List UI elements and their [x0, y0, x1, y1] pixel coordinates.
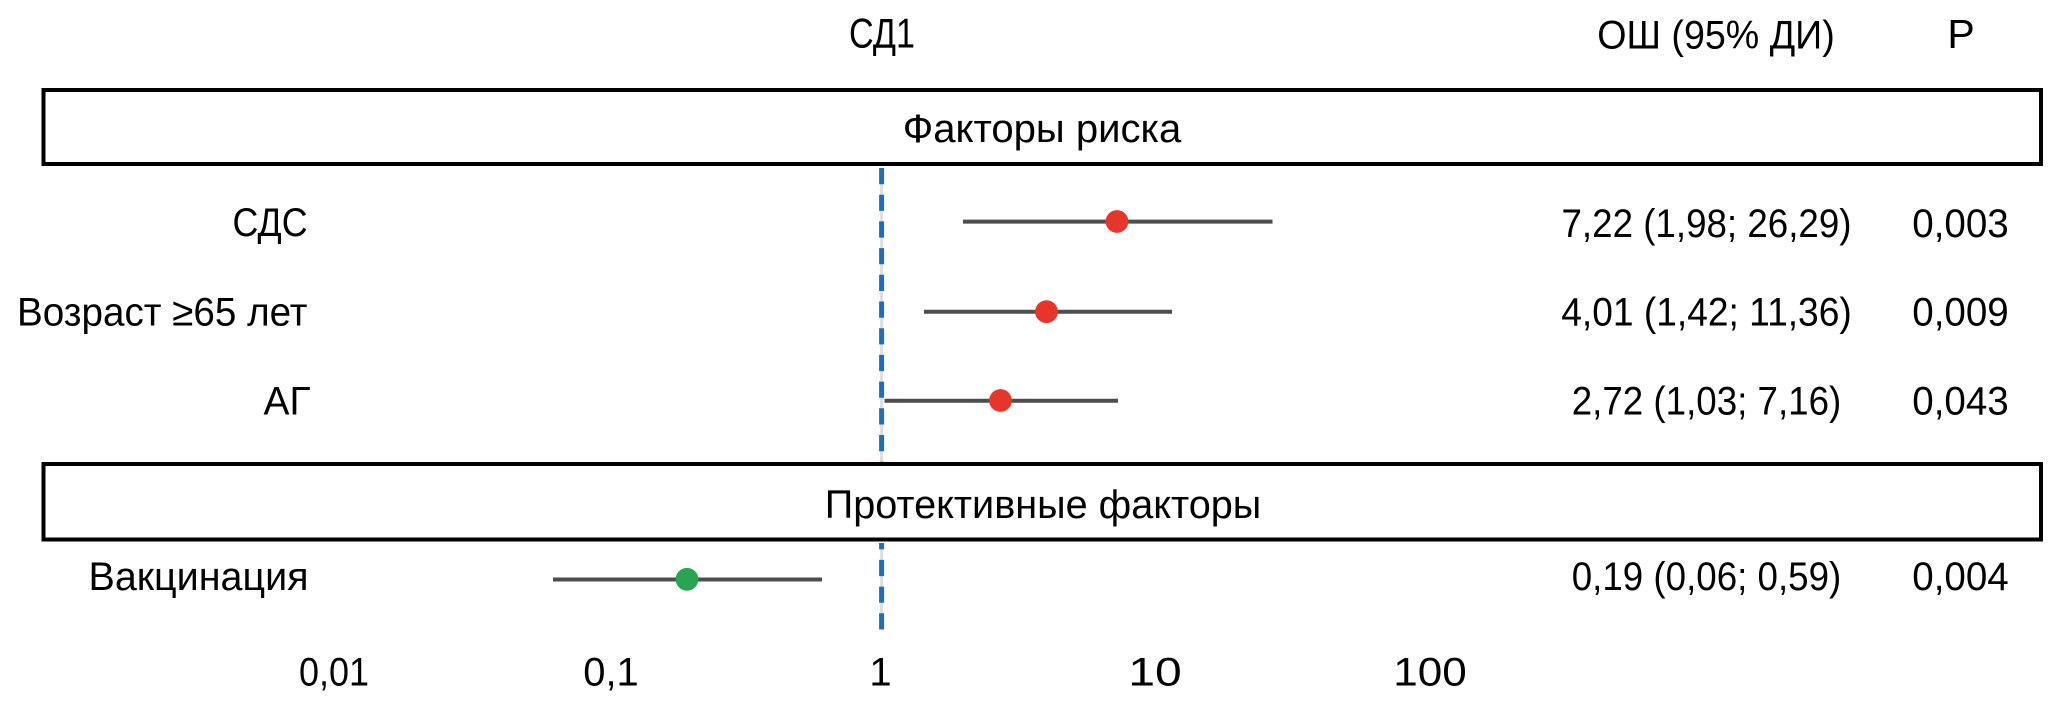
- svg-text:СД1: СД1: [849, 10, 915, 57]
- svg-text:0,19 (0,06; 0,59): 0,19 (0,06; 0,59): [1572, 555, 1842, 599]
- svg-text:2,72 (1,03; 7,16): 2,72 (1,03; 7,16): [1572, 380, 1842, 424]
- svg-text:4,01 (1,42; 11,36): 4,01 (1,42; 11,36): [1561, 291, 1852, 335]
- svg-text:0,043: 0,043: [1912, 380, 2009, 424]
- svg-text:0,009: 0,009: [1912, 291, 2009, 335]
- svg-text:Возраст ≥65 лет: Возраст ≥65 лет: [17, 291, 308, 335]
- svg-text:100: 100: [1393, 650, 1467, 694]
- svg-text:СДС: СДС: [233, 201, 308, 245]
- svg-text:10: 10: [1128, 650, 1182, 694]
- svg-text:Факторы риска: Факторы риска: [903, 107, 1182, 151]
- svg-text:АГ: АГ: [264, 380, 311, 424]
- svg-text:1: 1: [869, 650, 891, 694]
- svg-text:Протективные факторы: Протективные факторы: [825, 483, 1262, 527]
- svg-text:ОШ (95% ДИ): ОШ (95% ДИ): [1597, 14, 1835, 58]
- svg-text:0,003: 0,003: [1912, 202, 2009, 246]
- svg-text:Р: Р: [1947, 11, 1974, 57]
- svg-text:7,22 (1,98; 26,29): 7,22 (1,98; 26,29): [1562, 202, 1852, 246]
- svg-text:0,1: 0,1: [583, 650, 639, 694]
- svg-text:0,01: 0,01: [299, 650, 369, 694]
- svg-text:Вакцинация: Вакцинация: [89, 555, 309, 599]
- svg-text:0,004: 0,004: [1912, 555, 2009, 599]
